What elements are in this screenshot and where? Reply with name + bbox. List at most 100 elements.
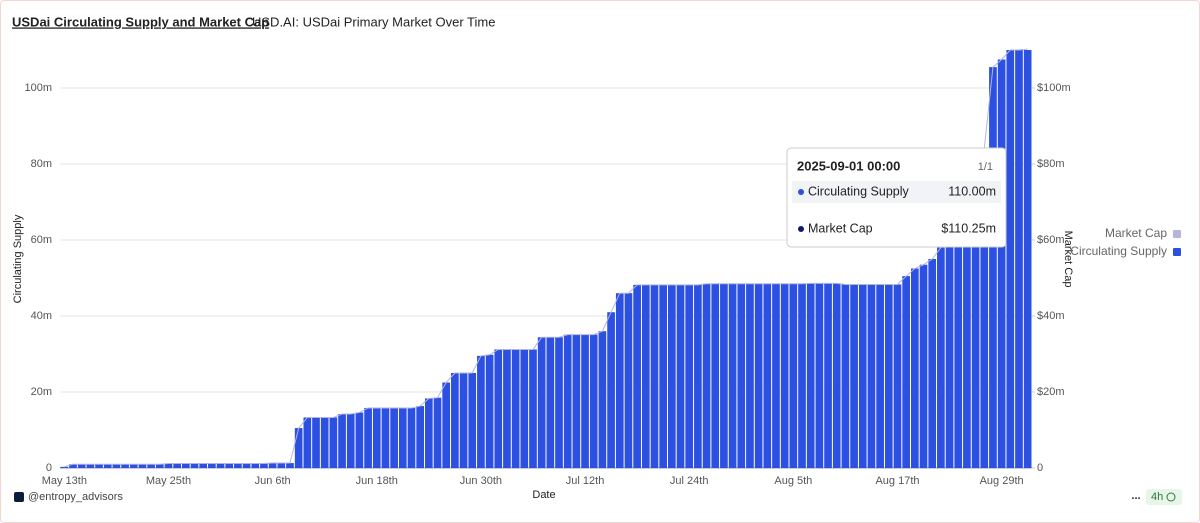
bar xyxy=(433,397,442,468)
x-tick-label: Jun 18th xyxy=(356,475,398,487)
x-tick-label: Jul 12th xyxy=(566,475,605,487)
bar xyxy=(954,232,963,468)
legend-swatch xyxy=(1173,248,1181,256)
bar xyxy=(685,284,694,468)
bar xyxy=(251,463,260,468)
bar xyxy=(963,230,971,468)
y2-axis-title: Market Cap xyxy=(1062,231,1074,288)
bar xyxy=(112,464,121,468)
bar xyxy=(260,463,268,468)
x-tick-label: Aug 5th xyxy=(774,475,812,487)
y2-tick-label: $40m xyxy=(1037,310,1065,322)
bar xyxy=(425,398,433,468)
bar xyxy=(624,293,633,468)
author[interactable]: @entropy_advisors xyxy=(28,491,123,503)
chart-title[interactable]: USDai Circulating Supply and Market Cap xyxy=(12,14,269,29)
menu[interactable]: ... xyxy=(1131,490,1140,502)
y-tick-label: 40m xyxy=(31,310,52,322)
bar xyxy=(641,284,650,468)
bar xyxy=(529,349,537,468)
bar xyxy=(937,247,945,468)
bar xyxy=(989,67,997,468)
bar xyxy=(494,349,503,468)
bar xyxy=(225,463,234,468)
bar xyxy=(876,284,884,468)
y-tick-label: 60m xyxy=(31,234,52,246)
bar xyxy=(1015,50,1023,468)
bar xyxy=(789,283,798,468)
bar xyxy=(607,312,615,468)
bar xyxy=(216,463,225,468)
tooltip-dot xyxy=(798,226,804,232)
bar xyxy=(407,407,416,468)
author-icon xyxy=(14,492,24,502)
bar xyxy=(485,354,494,468)
bar xyxy=(138,464,147,468)
bar xyxy=(919,264,928,468)
bar xyxy=(572,334,581,468)
bar xyxy=(694,284,702,468)
bar xyxy=(60,466,69,468)
x-tick-label: Jun 30th xyxy=(460,475,502,487)
bar xyxy=(754,283,763,468)
bar xyxy=(555,337,563,468)
bar xyxy=(155,464,164,468)
bar xyxy=(737,283,746,468)
y-tick-label: 100m xyxy=(24,82,52,94)
bar xyxy=(780,283,789,468)
bar xyxy=(546,337,555,468)
tooltip-highlight xyxy=(792,181,1001,203)
chart-subtitle: USD.AI: USDai Primary Market Over Time xyxy=(252,14,495,29)
bar xyxy=(806,283,815,468)
x-tick-label: Aug 17th xyxy=(875,475,919,487)
bar xyxy=(442,382,451,468)
x-tick-label: Jul 24th xyxy=(670,475,709,487)
bar xyxy=(129,464,138,468)
bar xyxy=(199,463,208,468)
bar xyxy=(268,463,277,468)
bar xyxy=(676,284,685,468)
bar xyxy=(720,283,728,468)
y-tick-label: 0 xyxy=(46,462,52,474)
bar xyxy=(563,334,572,468)
bar xyxy=(103,464,112,468)
tooltip-value: 110.00m xyxy=(948,184,996,198)
bar xyxy=(390,407,398,468)
bar xyxy=(147,464,155,468)
bar xyxy=(381,407,390,468)
bar xyxy=(728,283,737,468)
bar xyxy=(746,283,754,468)
refresh-icon xyxy=(1166,492,1176,502)
bar xyxy=(294,428,303,468)
bar xyxy=(503,349,511,468)
bar xyxy=(772,283,780,468)
x-tick-label: Jun 6th xyxy=(255,475,291,487)
bar xyxy=(815,283,824,468)
bar xyxy=(511,349,520,468)
tooltip-value: $110.25m xyxy=(941,221,996,235)
bar xyxy=(1006,50,1015,468)
y2-tick-label: $60m xyxy=(1037,234,1065,246)
bar xyxy=(832,283,841,468)
refresh: 4h xyxy=(1151,491,1163,503)
y2-tick-label: $80m xyxy=(1037,158,1065,170)
bar xyxy=(537,337,546,468)
bar xyxy=(451,373,459,468)
bar xyxy=(980,148,989,469)
y-tick-label: 80m xyxy=(31,158,52,170)
tooltip-name: Circulating Supply xyxy=(808,184,909,198)
bar xyxy=(893,284,902,468)
bar xyxy=(841,284,850,468)
tooltip-date: 2025-09-01 00:00 xyxy=(797,158,900,173)
bar xyxy=(416,406,424,468)
bar xyxy=(164,463,173,468)
y2-tick-label: $100m xyxy=(1037,82,1071,94)
bar xyxy=(312,417,320,468)
bar xyxy=(850,284,858,468)
bar xyxy=(589,334,598,468)
bar xyxy=(668,284,676,468)
bar xyxy=(121,464,129,468)
bar xyxy=(945,236,954,468)
bar xyxy=(320,417,329,468)
bar xyxy=(824,283,832,468)
